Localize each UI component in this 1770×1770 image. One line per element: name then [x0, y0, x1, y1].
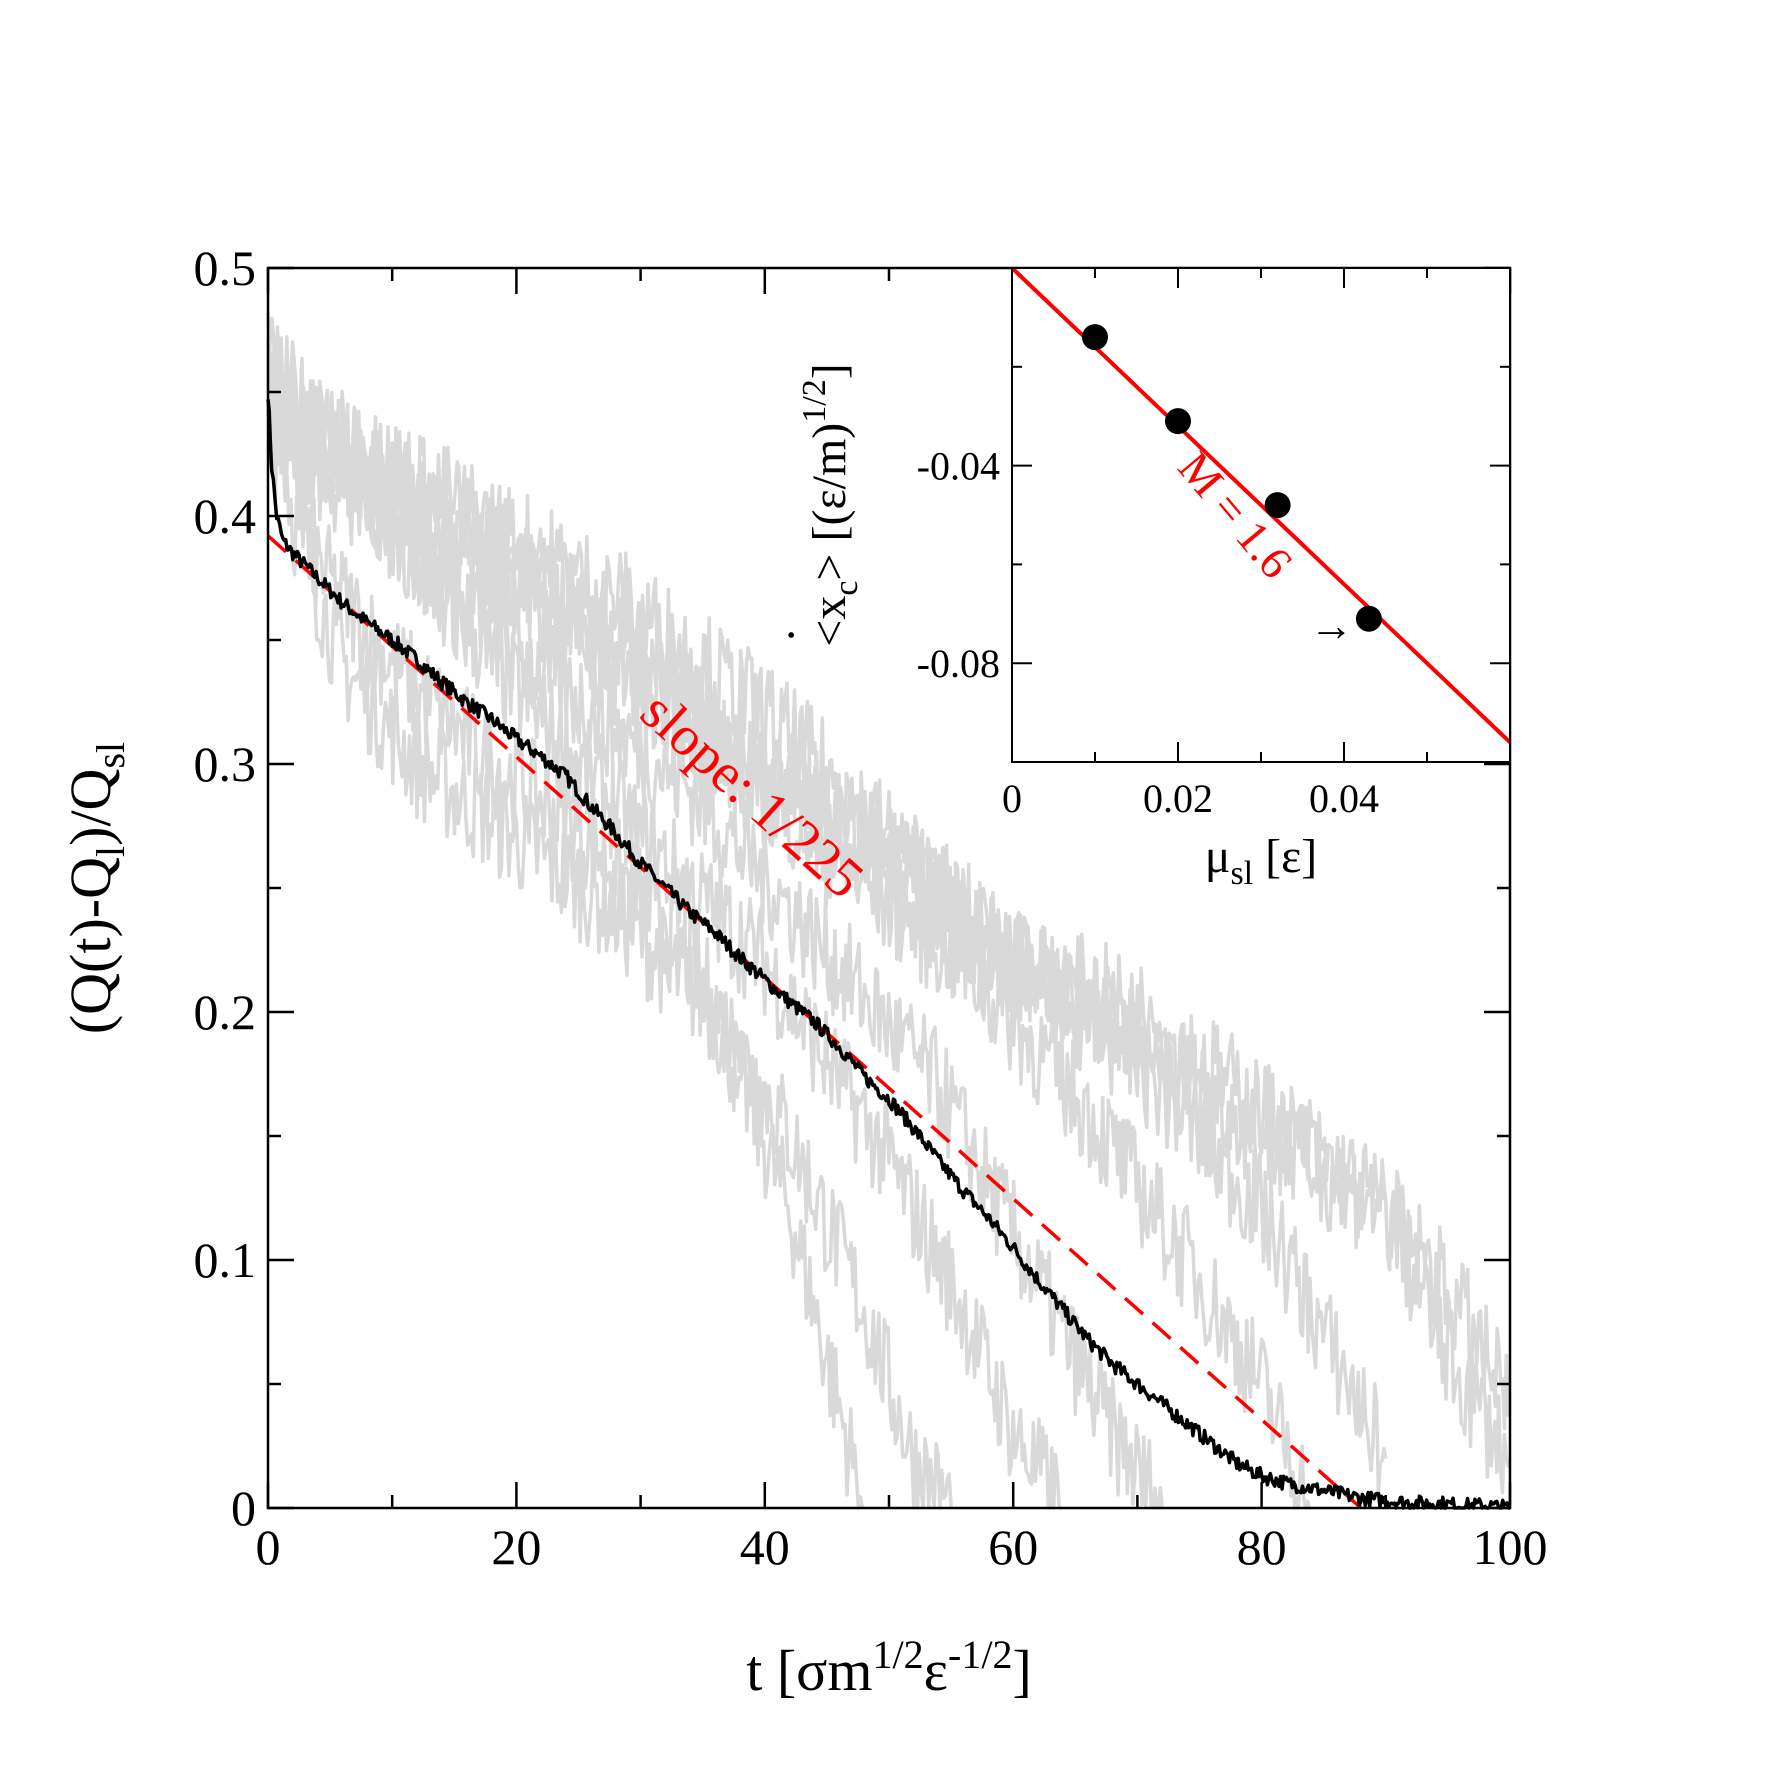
inset-x-tick-label: 0	[1002, 776, 1022, 821]
inset-y-axis-dot: ·	[765, 627, 818, 643]
y-tick-label: 0.3	[194, 736, 257, 792]
inset-data-point	[1082, 324, 1108, 351]
inset-axis-ticks	[1011, 268, 1510, 762]
y-tick-label: 0.4	[194, 488, 257, 544]
main-x-axis-title: t [σm1/2ε-1/2]	[746, 1632, 1032, 1703]
y-tick-label: 0.5	[194, 240, 257, 296]
simulation-run-line	[266, 363, 1164, 1510]
main-average-layer	[266, 399, 1511, 1510]
main-axis-ticks	[266, 266, 1512, 1510]
y-tick-label: 0.2	[194, 984, 257, 1040]
inset-y-tick-label: -0.08	[917, 641, 1000, 686]
main-simulation-runs	[266, 312, 1512, 1510]
inset-data-points	[1082, 324, 1382, 632]
inset-tick-labels: 0 0.02 0.04 -0.04 -0.08	[917, 444, 1379, 821]
x-tick-label: 20	[491, 1519, 541, 1575]
inset-x-tick-label: 0.04	[1309, 776, 1379, 821]
inset-y-axis-title: <xc> [(ε/m)1/2]	[796, 363, 865, 646]
inset-data-point	[1165, 408, 1191, 435]
x-tick-label: 80	[1237, 1519, 1287, 1575]
x-tick-label: 100	[1473, 1519, 1548, 1575]
main-y-axis-title: (Q(t)-Ql)/Qsl	[58, 742, 133, 1034]
x-tick-label: 40	[740, 1519, 790, 1575]
simulation-run-line	[266, 390, 1512, 1431]
inset-x-tick-label: 0.02	[1143, 776, 1213, 821]
linear-fit-line	[266, 534, 1363, 1510]
main-fit-layer	[266, 534, 1363, 1510]
inset-data-point	[1355, 605, 1382, 632]
inset-data-point	[1264, 492, 1291, 519]
average-line	[266, 399, 1511, 1510]
x-tick-label: 0	[256, 1519, 281, 1575]
x-tick-label: 60	[988, 1519, 1038, 1575]
main-tick-labels: 0 20 40 60 80 100 0 0.1 0.2 0.3 0.4 0.5	[194, 240, 1548, 1575]
y-tick-label: 0.1	[194, 1232, 257, 1288]
y-tick-label: 0	[231, 1480, 256, 1536]
inset-x-axis-title: μsl [ε]	[1205, 830, 1318, 892]
inset-y-tick-label: -0.04	[917, 444, 1000, 489]
arrow-icon: →	[1310, 602, 1354, 651]
inset-background	[1012, 268, 1510, 762]
simulation-run-line	[266, 339, 953, 1510]
